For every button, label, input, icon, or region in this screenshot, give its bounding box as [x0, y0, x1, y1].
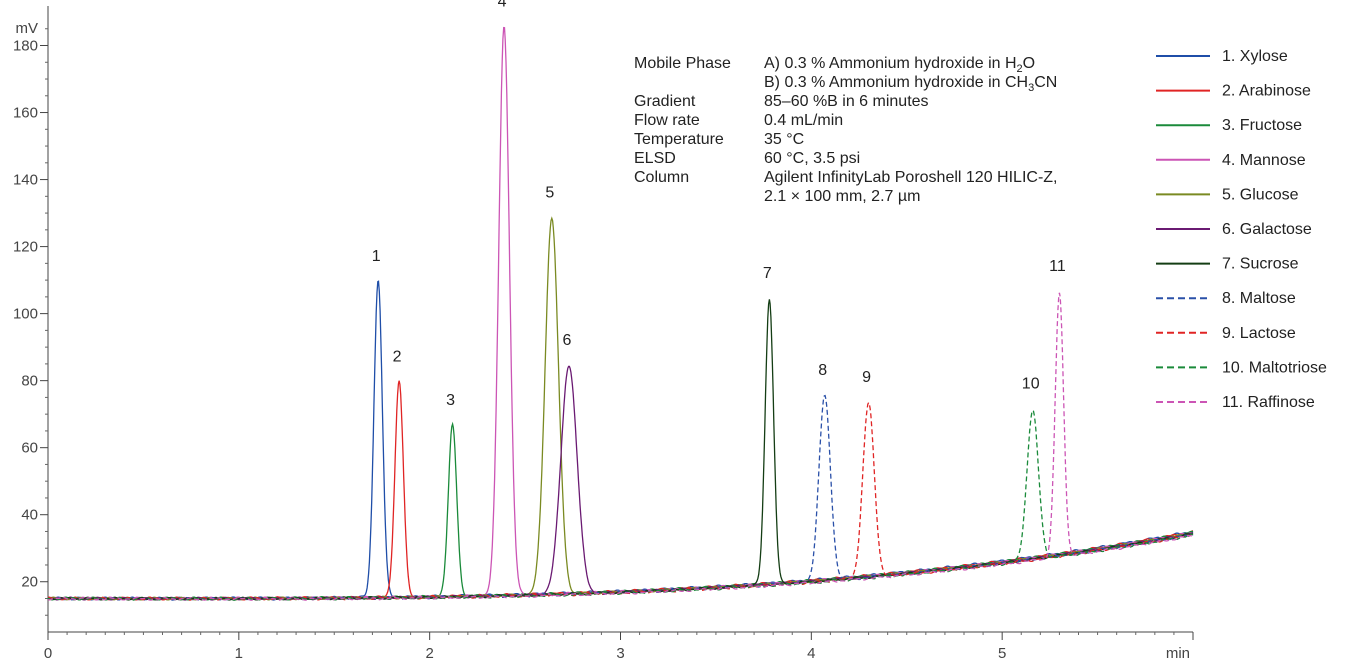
- traces: [47, 26, 1194, 601]
- trace-series: [48, 380, 1194, 601]
- legend-entry: 4. Mannose: [1222, 152, 1306, 169]
- peak-label: 4: [498, 0, 507, 10]
- annotation-key: Gradient: [634, 93, 696, 110]
- x-tick-label: 5: [998, 645, 1006, 662]
- formula-tail: CN: [1034, 74, 1057, 91]
- y-tick-label: 120: [13, 239, 38, 256]
- x-tick-label: 1: [235, 645, 243, 662]
- trace-series: [47, 421, 1194, 601]
- annotation-value: Agilent InfinityLab Poroshell 120 HILIC-…: [764, 169, 1057, 186]
- annotation-key: Temperature: [634, 131, 724, 148]
- trace-series: [47, 280, 1194, 601]
- x-tick-label: 4: [807, 645, 815, 662]
- subscript: 2: [1017, 63, 1023, 75]
- annotation-value: A) 0.3 % Ammonium hydroxide in H2O: [764, 55, 1035, 75]
- legend-entry: 8. Maltose: [1222, 290, 1296, 307]
- legend-entry: 10. Maltotriose: [1222, 359, 1327, 376]
- y-tick-label: 40: [21, 507, 38, 524]
- annotation-key: Flow rate: [634, 112, 700, 129]
- y-tick-label: 180: [13, 38, 38, 55]
- y-axis-label: mV: [16, 20, 39, 37]
- trace-series: [48, 401, 1194, 601]
- y-tick-label: 160: [13, 105, 38, 122]
- peak-label: 8: [818, 362, 827, 379]
- formula-tail: O: [1023, 55, 1035, 72]
- peak-label: 2: [393, 349, 402, 366]
- x-tick-label: 2: [425, 645, 433, 662]
- annotation-value: 0.4 mL/min: [764, 112, 843, 129]
- trace-series: [48, 365, 1194, 601]
- y-tick-label: 60: [21, 440, 38, 457]
- legend-entry: 5. Glucose: [1222, 186, 1299, 203]
- annotation-value: 60 °C, 3.5 psi: [764, 150, 860, 167]
- legend-entry: 9. Lactose: [1222, 325, 1296, 342]
- y-tick-label: 140: [13, 172, 38, 189]
- annotation-key: Column: [634, 169, 689, 186]
- annotation-value: 85–60 %B in 6 minutes: [764, 93, 929, 110]
- trace-series: [47, 409, 1194, 601]
- annotation-value: 35 °C: [764, 131, 804, 148]
- peak-label: 1: [372, 248, 381, 265]
- method-annotation: Mobile Phase A) 0.3 % Ammonium hydroxide …: [634, 55, 1057, 205]
- peak-label: 3: [446, 392, 455, 409]
- annotation-value: 2.1 × 100 mm, 2.7 µm: [764, 188, 920, 205]
- y-tick-label: 100: [13, 306, 38, 323]
- trace-series: [47, 292, 1194, 601]
- annotation-key: ELSD: [634, 150, 676, 167]
- peak-label: 9: [862, 369, 871, 386]
- x-tick-label: 0: [44, 645, 52, 662]
- subscript: 3: [1028, 82, 1034, 94]
- annotation-key: Mobile Phase: [634, 55, 731, 72]
- peak-label: 7: [763, 265, 772, 282]
- trace-series: [47, 394, 1194, 601]
- legend-entry: 2. Arabinose: [1222, 83, 1311, 100]
- legend: 1. Xylose 2. Arabinose 3. Fructose 4. Manno…: [1156, 48, 1327, 411]
- legend-entry: 11. Raffinose: [1222, 394, 1315, 411]
- legend-entry: 6. Galactose: [1222, 221, 1312, 238]
- trace-series: [47, 26, 1194, 601]
- x-axis-label: min: [1166, 645, 1190, 662]
- annotation-value: B) 0.3 % Ammonium hydroxide in CH3CN: [764, 74, 1057, 94]
- legend-entry: 1. Xylose: [1222, 48, 1288, 65]
- y-tick-label: 80: [21, 373, 38, 390]
- peak-label: 11: [1049, 258, 1066, 275]
- peak-label: 5: [545, 184, 554, 201]
- x-tick-label: 3: [616, 645, 624, 662]
- y-tick-label: 20: [21, 574, 38, 591]
- trace-series: [47, 299, 1194, 601]
- peak-label: 6: [563, 332, 572, 349]
- legend-entry: 3. Fructose: [1222, 117, 1302, 134]
- peak-label: 10: [1022, 375, 1040, 392]
- legend-entry: 7. Sucrose: [1222, 256, 1299, 273]
